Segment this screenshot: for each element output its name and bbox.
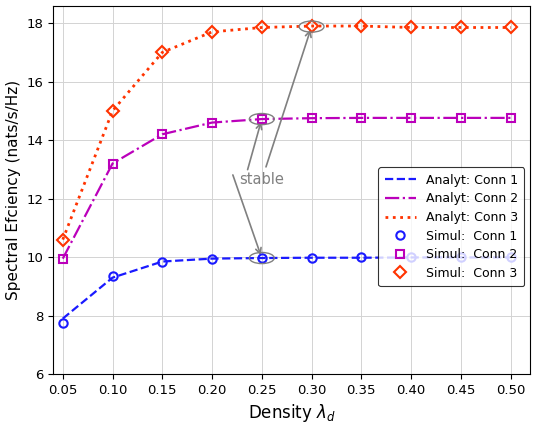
Simul:  Conn 2: (0.05, 9.95): Conn 2: (0.05, 9.95) [59, 256, 66, 261]
Analyt: Conn 3: (0.15, 17): Conn 3: (0.15, 17) [159, 50, 166, 55]
Analyt: Conn 2: (0.5, 14.8): Conn 2: (0.5, 14.8) [508, 115, 514, 120]
Analyt: Conn 2: (0.05, 9.95): Conn 2: (0.05, 9.95) [59, 256, 66, 261]
Simul:  Conn 3: (0.3, 17.9): Conn 3: (0.3, 17.9) [308, 24, 315, 29]
Analyt: Conn 1: (0.3, 9.98): Conn 1: (0.3, 9.98) [308, 255, 315, 260]
Text: stable: stable [240, 31, 311, 187]
Simul:  Conn 2: (0.15, 14.2): Conn 2: (0.15, 14.2) [159, 132, 166, 137]
Line: Analyt: Conn 1: Analyt: Conn 1 [63, 258, 511, 319]
Simul:  Conn 1: (0.15, 9.85): Conn 1: (0.15, 9.85) [159, 259, 166, 264]
Simul:  Conn 1: (0.35, 9.99): Conn 1: (0.35, 9.99) [358, 255, 364, 260]
Simul:  Conn 1: (0.3, 9.98): Conn 1: (0.3, 9.98) [308, 255, 315, 260]
X-axis label: Density $\lambda_d$: Density $\lambda_d$ [248, 402, 336, 424]
Analyt: Conn 2: (0.4, 14.8): Conn 2: (0.4, 14.8) [408, 115, 414, 120]
Line: Simul:  Conn 2: Simul: Conn 2 [58, 114, 515, 263]
Analyt: Conn 2: (0.45, 14.8): Conn 2: (0.45, 14.8) [458, 115, 464, 120]
Analyt: Conn 3: (0.05, 10.6): Conn 3: (0.05, 10.6) [59, 237, 66, 242]
Analyt: Conn 3: (0.4, 17.9): Conn 3: (0.4, 17.9) [408, 25, 414, 30]
Simul:  Conn 3: (0.25, 17.9): Conn 3: (0.25, 17.9) [258, 25, 265, 30]
Simul:  Conn 1: (0.2, 9.95): Conn 1: (0.2, 9.95) [209, 256, 215, 261]
Simul:  Conn 1: (0.4, 9.99): Conn 1: (0.4, 9.99) [408, 255, 414, 260]
Analyt: Conn 3: (0.2, 17.7): Conn 3: (0.2, 17.7) [209, 29, 215, 34]
Analyt: Conn 1: (0.25, 9.97): Conn 1: (0.25, 9.97) [258, 255, 265, 261]
Simul:  Conn 2: (0.2, 14.6): Conn 2: (0.2, 14.6) [209, 120, 215, 125]
Simul:  Conn 1: (0.05, 7.75): Conn 1: (0.05, 7.75) [59, 320, 66, 326]
Analyt: Conn 3: (0.25, 17.9): Conn 3: (0.25, 17.9) [258, 25, 265, 30]
Simul:  Conn 3: (0.2, 17.7): Conn 3: (0.2, 17.7) [209, 29, 215, 34]
Simul:  Conn 3: (0.1, 15): Conn 3: (0.1, 15) [109, 108, 116, 114]
Analyt: Conn 2: (0.3, 14.8): Conn 2: (0.3, 14.8) [308, 116, 315, 121]
Analyt: Conn 1: (0.15, 9.85): Conn 1: (0.15, 9.85) [159, 259, 166, 264]
Analyt: Conn 3: (0.1, 15): Conn 3: (0.1, 15) [109, 108, 116, 114]
Analyt: Conn 3: (0.5, 17.9): Conn 3: (0.5, 17.9) [508, 25, 514, 30]
Analyt: Conn 1: (0.1, 9.3): Conn 1: (0.1, 9.3) [109, 275, 116, 280]
Simul:  Conn 1: (0.5, 9.99): Conn 1: (0.5, 9.99) [508, 255, 514, 260]
Analyt: Conn 1: (0.5, 9.99): Conn 1: (0.5, 9.99) [508, 255, 514, 260]
Analyt: Conn 1: (0.2, 9.95): Conn 1: (0.2, 9.95) [209, 256, 215, 261]
Analyt: Conn 3: (0.35, 17.9): Conn 3: (0.35, 17.9) [358, 24, 364, 29]
Simul:  Conn 3: (0.5, 17.9): Conn 3: (0.5, 17.9) [508, 25, 514, 30]
Y-axis label: Spectral Efciency (nats/s/Hz): Spectral Efciency (nats/s/Hz) [5, 80, 20, 300]
Analyt: Conn 1: (0.4, 9.99): Conn 1: (0.4, 9.99) [408, 255, 414, 260]
Simul:  Conn 1: (0.25, 9.97): Conn 1: (0.25, 9.97) [258, 255, 265, 261]
Simul:  Conn 2: (0.35, 14.8): Conn 2: (0.35, 14.8) [358, 115, 364, 120]
Simul:  Conn 2: (0.4, 14.8): Conn 2: (0.4, 14.8) [408, 115, 414, 120]
Line: Simul:  Conn 1: Simul: Conn 1 [58, 253, 515, 327]
Simul:  Conn 3: (0.45, 17.9): Conn 3: (0.45, 17.9) [458, 25, 464, 30]
Simul:  Conn 2: (0.25, 14.7): Conn 2: (0.25, 14.7) [258, 117, 265, 122]
Simul:  Conn 3: (0.05, 10.6): Conn 3: (0.05, 10.6) [59, 237, 66, 242]
Analyt: Conn 3: (0.45, 17.9): Conn 3: (0.45, 17.9) [458, 25, 464, 30]
Simul:  Conn 1: (0.45, 9.99): Conn 1: (0.45, 9.99) [458, 255, 464, 260]
Simul:  Conn 3: (0.35, 17.9): Conn 3: (0.35, 17.9) [358, 24, 364, 29]
Simul:  Conn 2: (0.45, 14.8): Conn 2: (0.45, 14.8) [458, 115, 464, 120]
Analyt: Conn 2: (0.2, 14.6): Conn 2: (0.2, 14.6) [209, 120, 215, 125]
Line: Simul:  Conn 3: Simul: Conn 3 [58, 22, 515, 244]
Simul:  Conn 3: (0.4, 17.9): Conn 3: (0.4, 17.9) [408, 25, 414, 30]
Analyt: Conn 3: (0.3, 17.9): Conn 3: (0.3, 17.9) [308, 24, 315, 29]
Analyt: Conn 2: (0.15, 14.2): Conn 2: (0.15, 14.2) [159, 132, 166, 137]
Analyt: Conn 1: (0.05, 7.9): Conn 1: (0.05, 7.9) [59, 316, 66, 321]
Simul:  Conn 1: (0.1, 9.35): Conn 1: (0.1, 9.35) [109, 273, 116, 279]
Analyt: Conn 2: (0.35, 14.8): Conn 2: (0.35, 14.8) [358, 115, 364, 120]
Simul:  Conn 2: (0.3, 14.8): Conn 2: (0.3, 14.8) [308, 116, 315, 121]
Simul:  Conn 2: (0.5, 14.8): Conn 2: (0.5, 14.8) [508, 115, 514, 120]
Analyt: Conn 1: (0.35, 9.98): Conn 1: (0.35, 9.98) [358, 255, 364, 260]
Line: Analyt: Conn 3: Analyt: Conn 3 [63, 26, 511, 240]
Legend: Analyt: Conn 1, Analyt: Conn 2, Analyt: Conn 3, Simul:  Conn 1, Simul:  Conn 2, : Analyt: Conn 1, Analyt: Conn 2, Analyt: … [378, 167, 524, 286]
Simul:  Conn 2: (0.1, 13.2): Conn 2: (0.1, 13.2) [109, 161, 116, 166]
Simul:  Conn 3: (0.15, 17): Conn 3: (0.15, 17) [159, 50, 166, 55]
Analyt: Conn 2: (0.25, 14.7): Conn 2: (0.25, 14.7) [258, 117, 265, 122]
Line: Analyt: Conn 2: Analyt: Conn 2 [63, 118, 511, 258]
Analyt: Conn 1: (0.45, 9.99): Conn 1: (0.45, 9.99) [458, 255, 464, 260]
Analyt: Conn 2: (0.1, 13.2): Conn 2: (0.1, 13.2) [109, 161, 116, 166]
